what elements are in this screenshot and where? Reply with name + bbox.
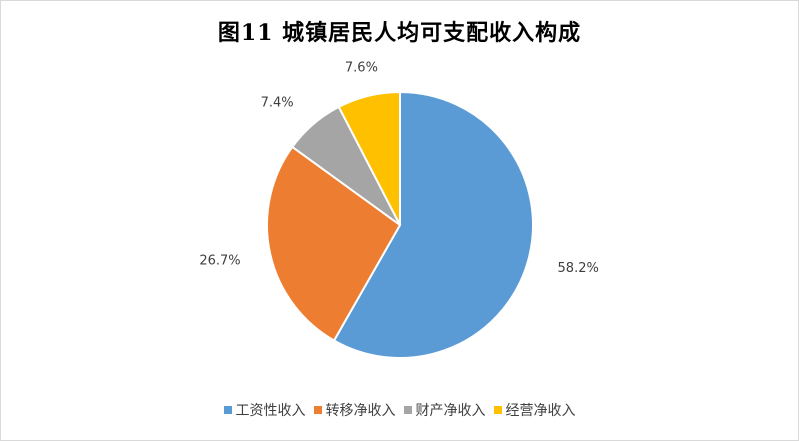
legend-swatch xyxy=(313,406,322,414)
legend-label: 财产净收入 xyxy=(415,403,486,419)
legend-label: 工资性收入 xyxy=(235,403,306,419)
legend-item-business-income: 经营净收入 xyxy=(493,400,576,420)
legend-item-wage-income: 工资性收入 xyxy=(223,400,306,420)
label-property-income: 7.4% xyxy=(261,95,294,110)
legend-swatch xyxy=(223,406,232,414)
legend-label: 经营净收入 xyxy=(505,403,576,419)
slice-business-income xyxy=(337,90,401,226)
slice-transfer-income xyxy=(266,145,402,342)
chart-title: 图11 城镇居民人均可支配收入构成 xyxy=(217,20,582,46)
slice-wage-income xyxy=(332,90,534,359)
legend-item-transfer-income: 转移净收入 xyxy=(313,400,396,420)
legend-swatch xyxy=(403,406,412,414)
legend-swatch xyxy=(493,406,502,414)
chart-legend: 工资性收入 转移净收入 财产净收入 经营净收入 xyxy=(1,400,798,420)
label-business-income: 7.6% xyxy=(345,61,378,76)
legend-label: 转移净收入 xyxy=(325,403,396,419)
label-wage-income: 58.2% xyxy=(558,261,599,276)
legend-item-property-income: 财产净收入 xyxy=(403,400,486,420)
label-transfer-income: 26.7% xyxy=(199,253,240,268)
